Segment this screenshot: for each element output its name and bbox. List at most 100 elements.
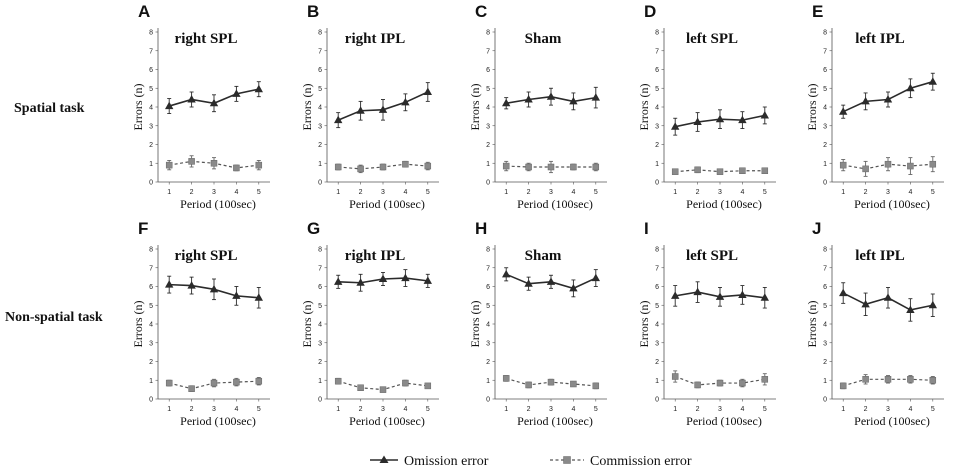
panel-i-ytick-label: 6 [655,284,659,291]
panel-g-commission-point [424,382,432,390]
panel-e-ytick-label: 3 [823,123,827,130]
panel-a-commission-point [233,164,240,172]
panel-b-xlabel: Period (100sec) [349,197,425,211]
panel-a-ytick-label: 8 [149,30,153,37]
panel-c-ytick-label: 7 [486,48,490,55]
panel-d-commission-point [716,168,724,175]
panel-h-xtick-label: 4 [571,406,575,413]
panel-e-ytick-label: 2 [823,142,827,149]
panel-a-omission-point [187,95,196,103]
panel-b-commission-point [357,165,364,173]
panel-c-ytick-label: 0 [486,180,490,187]
panel-h-xtick-label: 3 [549,406,553,413]
panel-i-xtick-label: 2 [696,406,700,413]
panel-c-omission-point [546,92,556,100]
panel-d-ytick-label: 3 [655,123,659,130]
panel-a-ytick-label: 5 [149,86,153,93]
panel-g-ytick-label: 2 [318,359,322,366]
panel-g-xtick-label: 4 [403,406,407,413]
panel-a-commission-point [255,161,263,169]
panel-d-ytick-label: 1 [655,161,659,168]
panel-d-xtick-label: 5 [763,189,767,196]
panel-c-xtick-label: 4 [571,189,575,196]
panel-f-xtick-label: 1 [167,406,171,413]
panel-b-xtick-label: 5 [426,189,430,196]
panel-i-ytick-label: 7 [655,265,659,272]
panel-j-commission-point [862,376,869,383]
legend: Omission error Commission error [370,454,692,469]
panel-c-omission-point [524,95,533,103]
panel-f-letter: F [138,219,148,238]
panel-g-omission-point [423,276,432,284]
panel-j-commission-point [907,376,914,383]
panel-j-omission-point [883,293,893,301]
panel-f-omission-point [232,291,241,299]
panel-i-xtick-label: 3 [718,406,722,413]
panel-d-omission-point [738,115,747,124]
panel-j-title: left IPL [855,248,905,264]
panel-h-ytick-label: 6 [486,284,490,291]
panel-j-ytick-label: 2 [823,359,827,366]
panel-e-ytick-label: 4 [823,105,827,112]
panel-h-xtick-label: 5 [594,406,598,413]
panel-j-ytick-label: 7 [823,265,827,272]
panel-f-ytick-label: 5 [149,303,153,310]
panel-d-xtick-label: 1 [673,189,677,196]
panel-g-ytick-label: 8 [318,247,322,254]
panel-b-xtick-label: 3 [381,189,385,196]
panel-i-ytick-label: 8 [655,247,659,254]
panel-b-omission-point [423,87,432,95]
panel-e-title: left IPL [855,31,905,47]
panel-a-title: right SPL [175,31,238,47]
panel-b-ytick-label: 4 [318,105,322,112]
panel-h-commission-point [502,375,510,382]
panel-e-ytick-label: 5 [823,86,827,93]
panel-a-xtick-label: 3 [212,189,216,196]
panel-e-ytick-label: 0 [823,180,827,187]
panel-g-title: right IPL [345,248,405,264]
panel-a-omission-point [232,89,241,97]
panel-j-ytick-label: 1 [823,378,827,385]
panel-a-xtick-label: 5 [257,189,261,196]
panel-d-xtick-label: 4 [740,189,744,196]
row-label-non-spatial: Non-spatial task [5,310,103,325]
panel-f-ylabel: Errors (n) [131,301,145,348]
panel-g-commission-point [402,379,409,387]
panel-b-title: right IPL [345,31,405,47]
panel-c-commission-point [525,163,532,171]
panel-e-xtick-label: 4 [908,189,912,196]
panel-f-commission-point [210,379,218,387]
panel-a-ytick-label: 6 [149,67,153,74]
panel-a-letter: A [138,2,150,21]
panel-j-ytick-label: 0 [823,397,827,404]
panel-d-title: left SPL [686,31,738,47]
panel-f-commission-point [165,379,173,387]
panel-a-ytick-label: 3 [149,123,153,130]
panel-g-ytick-label: 0 [318,397,322,404]
panel-b-ytick-label: 1 [318,161,322,168]
panel-b-ytick-label: 6 [318,67,322,74]
legend-commission-marker [563,456,571,464]
panel-b-commission-point [402,160,409,168]
legend-commission-label: Commission error [590,454,692,469]
panel-a-ytick-label: 2 [149,142,153,149]
panel-h-ytick-label: 2 [486,359,490,366]
panel-i-omission-point [693,287,702,296]
panel-e-xtick-label: 5 [931,189,935,196]
panel-b-omission-point [356,106,365,114]
panel-i-omission-point [671,291,680,299]
panel-b-ytick-label: 2 [318,142,322,149]
panel-b-xtick-label: 1 [336,189,340,196]
panel-i-xtick-label: 1 [673,406,677,413]
panel-d-ylabel: Errors (n) [637,84,651,131]
panel-h-commission-point [525,381,532,389]
panel-f-ytick-label: 7 [149,265,153,272]
panel-e-letter: E [812,2,823,21]
